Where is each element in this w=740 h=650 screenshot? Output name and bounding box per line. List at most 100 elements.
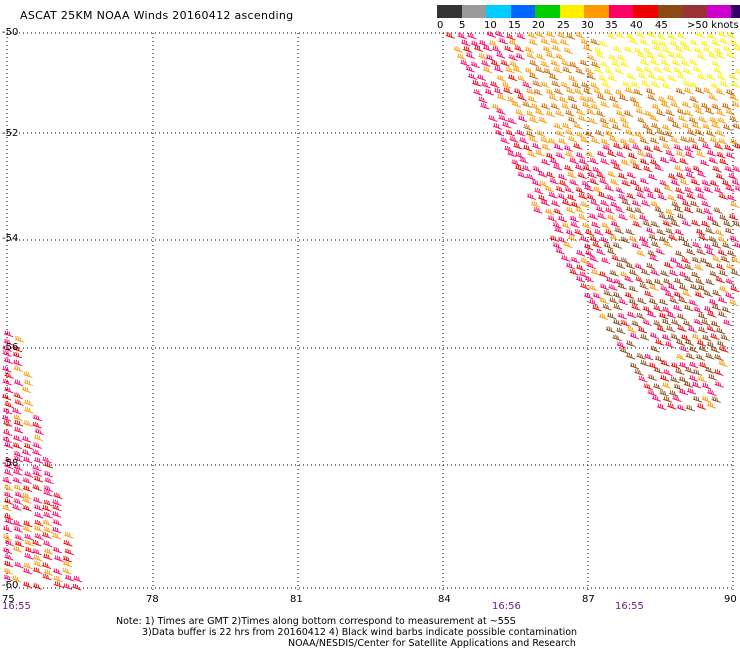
wind-barb [684, 166, 694, 174]
wind-barb [598, 313, 609, 320]
wind-barb [625, 262, 635, 270]
wind-barb [690, 178, 700, 186]
wind-barb [656, 128, 666, 136]
wind-barb [465, 65, 475, 73]
wind-barb [637, 326, 648, 334]
wind-barb [33, 457, 44, 464]
wind-barb [710, 82, 720, 90]
wind-barb [605, 229, 615, 236]
wind-barb [579, 59, 589, 67]
wind-barb [565, 87, 576, 95]
wind-barb [724, 227, 735, 235]
wind-barb [590, 82, 600, 89]
wind-barb [730, 256, 740, 264]
wind-barb [610, 201, 620, 209]
wind-barb [645, 88, 656, 95]
wind-barb [612, 292, 623, 299]
wind-barb [593, 186, 603, 194]
time-label: 16:56 [492, 601, 521, 612]
wind-barb [662, 396, 673, 403]
wind-barb [554, 88, 564, 95]
wind-barb [631, 320, 641, 328]
wind-barb [12, 575, 22, 583]
wind-barb [719, 38, 730, 45]
wind-barb [639, 137, 649, 144]
wind-barb [596, 150, 607, 158]
wind-barb [657, 33, 667, 41]
wind-barb [536, 130, 546, 137]
wind-barb [588, 284, 598, 292]
wind-barb [670, 362, 681, 369]
wind-barb [694, 108, 704, 115]
wind-barb [662, 220, 672, 227]
wind-barb [589, 178, 599, 185]
wind-barb [526, 193, 536, 200]
wind-barb [685, 151, 695, 159]
wind-barb [698, 234, 708, 241]
wind-barb [714, 381, 724, 388]
wind-barb [500, 60, 510, 67]
wind-barb [635, 276, 645, 284]
wind-barb [670, 137, 680, 144]
wind-barb [553, 143, 564, 151]
wind-barb [568, 75, 578, 83]
wind-barb [730, 269, 740, 277]
wind-barb [697, 73, 707, 81]
wind-barb [609, 234, 620, 241]
wind-barb [32, 548, 42, 556]
wind-barb [504, 45, 514, 53]
wind-barb [22, 581, 33, 589]
legend-swatch [633, 5, 658, 18]
wind-barb [623, 110, 634, 117]
wind-barb [43, 499, 53, 507]
wind-barb [656, 325, 666, 333]
wind-barb [2, 350, 12, 357]
wind-barb [695, 228, 706, 236]
wind-barb [694, 186, 704, 194]
wind-barb [699, 362, 709, 369]
wind-barb [2, 366, 12, 373]
wind-barb [540, 136, 550, 144]
wind-barb [580, 235, 590, 243]
wind-barb [611, 255, 621, 262]
wind-barb [703, 306, 714, 313]
wind-barb [675, 368, 685, 376]
wind-barb [559, 39, 570, 46]
wind-barb [707, 311, 717, 318]
wind-barb [22, 485, 33, 492]
wind-barb [640, 360, 650, 367]
wind-barb [540, 199, 550, 206]
wind-barb [526, 88, 536, 95]
wind-barb [530, 201, 541, 208]
wind-barb [636, 250, 646, 257]
wind-barb [719, 80, 730, 88]
wind-barb [607, 150, 617, 157]
wind-barb [590, 269, 601, 276]
wind-barb [629, 37, 639, 45]
wind-barb [576, 250, 586, 257]
wind-barb [701, 200, 711, 208]
wind-barb [683, 381, 694, 388]
wind-barb [645, 152, 655, 159]
wind-barb [626, 340, 636, 348]
wind-barb [553, 123, 563, 130]
wind-barb [725, 278, 735, 286]
wind-barb [559, 180, 569, 187]
wind-barb [729, 94, 739, 101]
wind-barb [665, 208, 675, 216]
wind-barb [683, 320, 693, 327]
wind-barb [600, 61, 610, 68]
wind-barb [676, 353, 686, 361]
wind-barb [580, 257, 590, 265]
wind-barb [32, 464, 42, 472]
wind-barb [54, 555, 64, 562]
wind-barb [601, 222, 611, 230]
wind-barb [713, 207, 723, 214]
wind-barb [676, 404, 687, 412]
wind-barb [669, 297, 679, 304]
wind-barb [13, 359, 23, 367]
wind-barb [672, 395, 682, 403]
wind-barb [714, 187, 724, 194]
wind-barb [42, 573, 52, 581]
wind-barb [582, 165, 592, 172]
